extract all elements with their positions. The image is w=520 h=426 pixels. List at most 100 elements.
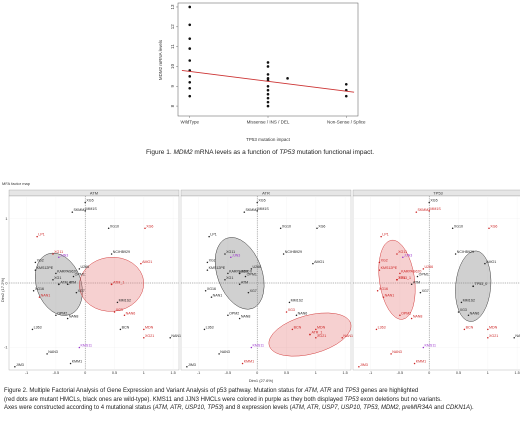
ellipse-label: TP53_1 bbox=[398, 276, 411, 280]
cell-line-point bbox=[316, 227, 318, 229]
cell-line-point bbox=[143, 337, 145, 339]
cell-line-point bbox=[288, 301, 291, 304]
cell-line-label: XG21 bbox=[317, 334, 326, 338]
x-tick-label: 1 bbox=[487, 371, 489, 375]
cell-line-point bbox=[422, 268, 425, 270]
cell-line-label: XG1 bbox=[226, 276, 233, 280]
cell-line-point bbox=[52, 253, 54, 255]
cell-line-point bbox=[375, 328, 378, 331]
cell-line-label: NCIHB929 bbox=[457, 250, 474, 254]
cell-line-label: BCN bbox=[122, 326, 130, 330]
cell-line-label: AMO1 bbox=[486, 260, 496, 264]
cell-line-label: XG11 bbox=[398, 250, 407, 254]
mfa-panel-atr: ATR -1 -0.5 0 0.5 1 1.5 ATR_0 ATR_1 XG5 SKMM2 MM1S X… bbox=[180, 189, 355, 375]
data-point bbox=[344, 94, 348, 98]
cell-line-label: XG5 bbox=[258, 199, 265, 203]
data-point bbox=[266, 88, 270, 92]
cell-line-point bbox=[38, 296, 41, 298]
cell-line-label: LP1 bbox=[382, 233, 388, 237]
cell-line-point bbox=[208, 235, 210, 238]
cell-line-point bbox=[66, 283, 69, 286]
figure2-caption: Figure 2. Multiple Factorial Analysis of… bbox=[4, 387, 516, 413]
x-tick-label: Non-Sense / Splice bbox=[327, 120, 366, 125]
caption-text: Axes were constructed according to 4 mut… bbox=[4, 405, 155, 411]
cell-line-label: NAN8 bbox=[241, 315, 251, 319]
caption-gene: ATM, ATR bbox=[304, 388, 332, 394]
x-tick-label: 1.5 bbox=[170, 371, 175, 375]
cell-line-point bbox=[78, 346, 81, 349]
cell-line-point bbox=[428, 201, 430, 204]
ellipse-center-point bbox=[472, 285, 475, 288]
cell-line-point bbox=[113, 311, 116, 313]
x-tick-label: -0.5 bbox=[53, 371, 60, 375]
y-tick-label: 13 bbox=[170, 4, 175, 10]
cell-line-point bbox=[419, 291, 422, 294]
cell-line-point bbox=[107, 227, 110, 229]
ellipse-center-point bbox=[110, 283, 113, 286]
cell-line-point bbox=[31, 328, 34, 331]
cell-line-label: KMM1 bbox=[72, 360, 82, 364]
data-point bbox=[188, 47, 192, 50]
cell-line-label: JIM3 bbox=[16, 363, 24, 367]
ellipse-center-point bbox=[57, 283, 60, 286]
cell-line-label: XG5 bbox=[86, 199, 93, 203]
cell-line-label: OPM1 bbox=[419, 273, 429, 277]
cell-line-label: MDN bbox=[145, 326, 154, 330]
cell-line-label: NAN11 bbox=[343, 334, 354, 338]
cell-line-point bbox=[116, 301, 119, 304]
panel-title: ATM bbox=[90, 191, 98, 196]
cell-line-label: NAN3 bbox=[220, 350, 230, 354]
x-tick-label: 0.5 bbox=[456, 371, 461, 375]
cell-line-label: NAN11 bbox=[515, 334, 520, 338]
cell-line-label: XG5 bbox=[430, 199, 437, 203]
cell-line-label: MM1S2 bbox=[463, 298, 475, 302]
cell-line-label: XG21 bbox=[489, 334, 498, 338]
data-point bbox=[286, 77, 289, 80]
cell-line-label: JJN3 bbox=[404, 253, 412, 257]
x-tick-label: -1 bbox=[197, 371, 200, 375]
data-point bbox=[188, 94, 192, 98]
cell-line-label: XG3 bbox=[288, 308, 295, 312]
data-point bbox=[266, 104, 270, 108]
cell-line-label: XG10 bbox=[110, 224, 119, 228]
figure2-chart: MFA factor map ATM -1 -0.5 0 0.5 1 1.5 -1 0 1 ATM_… bbox=[0, 181, 520, 383]
cell-line-label: XG3 bbox=[116, 308, 123, 312]
cell-line-point bbox=[250, 346, 253, 349]
x-tick-label: 1 bbox=[143, 371, 145, 375]
figure1-caption-gene: MDM2 bbox=[173, 149, 193, 156]
data-point bbox=[266, 100, 270, 104]
cell-line-point bbox=[467, 314, 470, 316]
cell-line-point bbox=[224, 253, 226, 255]
cell-line-point bbox=[279, 227, 282, 229]
cell-line-point bbox=[119, 328, 122, 331]
cell-line-label: NAN11 bbox=[171, 334, 182, 338]
y-tick-label: -1 bbox=[4, 346, 7, 350]
y-tick-label: 8 bbox=[170, 104, 175, 107]
figure2-caption-line: Figure 2. Multiple Factorial Analysis of… bbox=[4, 387, 516, 396]
x-tick-label: -0.5 bbox=[225, 371, 232, 375]
cell-line-point bbox=[358, 366, 360, 368]
cell-line-point bbox=[238, 283, 241, 286]
cell-line-label: XG7 bbox=[250, 289, 257, 293]
figure1-x-ticks: WildType Missense / INS / DEL Non-Sense / … bbox=[180, 116, 366, 125]
cell-line-point bbox=[186, 366, 188, 368]
data-point bbox=[188, 59, 192, 62]
cell-line-point bbox=[399, 314, 401, 316]
cell-line-label: XG11 bbox=[54, 250, 63, 254]
cell-line-label: ATM bbox=[413, 280, 420, 284]
cell-line-point bbox=[143, 328, 145, 331]
cell-line-label: MDN bbox=[489, 326, 498, 330]
cell-line-point bbox=[256, 201, 258, 204]
cell-line-label: OPM2 bbox=[57, 311, 67, 315]
figure2-caption-line: (red dots are mutant HMCLs, black ones a… bbox=[4, 396, 516, 405]
caption-gene: TP53 bbox=[344, 396, 359, 403]
cell-line-label: KMM1 bbox=[244, 360, 254, 364]
figure2-caption-line: Axes were constructed according to 4 mut… bbox=[4, 404, 516, 413]
cell-line-label: JIM3 bbox=[360, 363, 368, 367]
cell-line-label: NAN3 bbox=[392, 350, 402, 354]
data-point bbox=[266, 96, 270, 100]
cell-line-label: JJN3 bbox=[60, 253, 68, 257]
cell-line-point bbox=[416, 275, 419, 278]
cell-line-label: XG16 bbox=[207, 287, 216, 291]
cell-line-point bbox=[52, 279, 54, 281]
